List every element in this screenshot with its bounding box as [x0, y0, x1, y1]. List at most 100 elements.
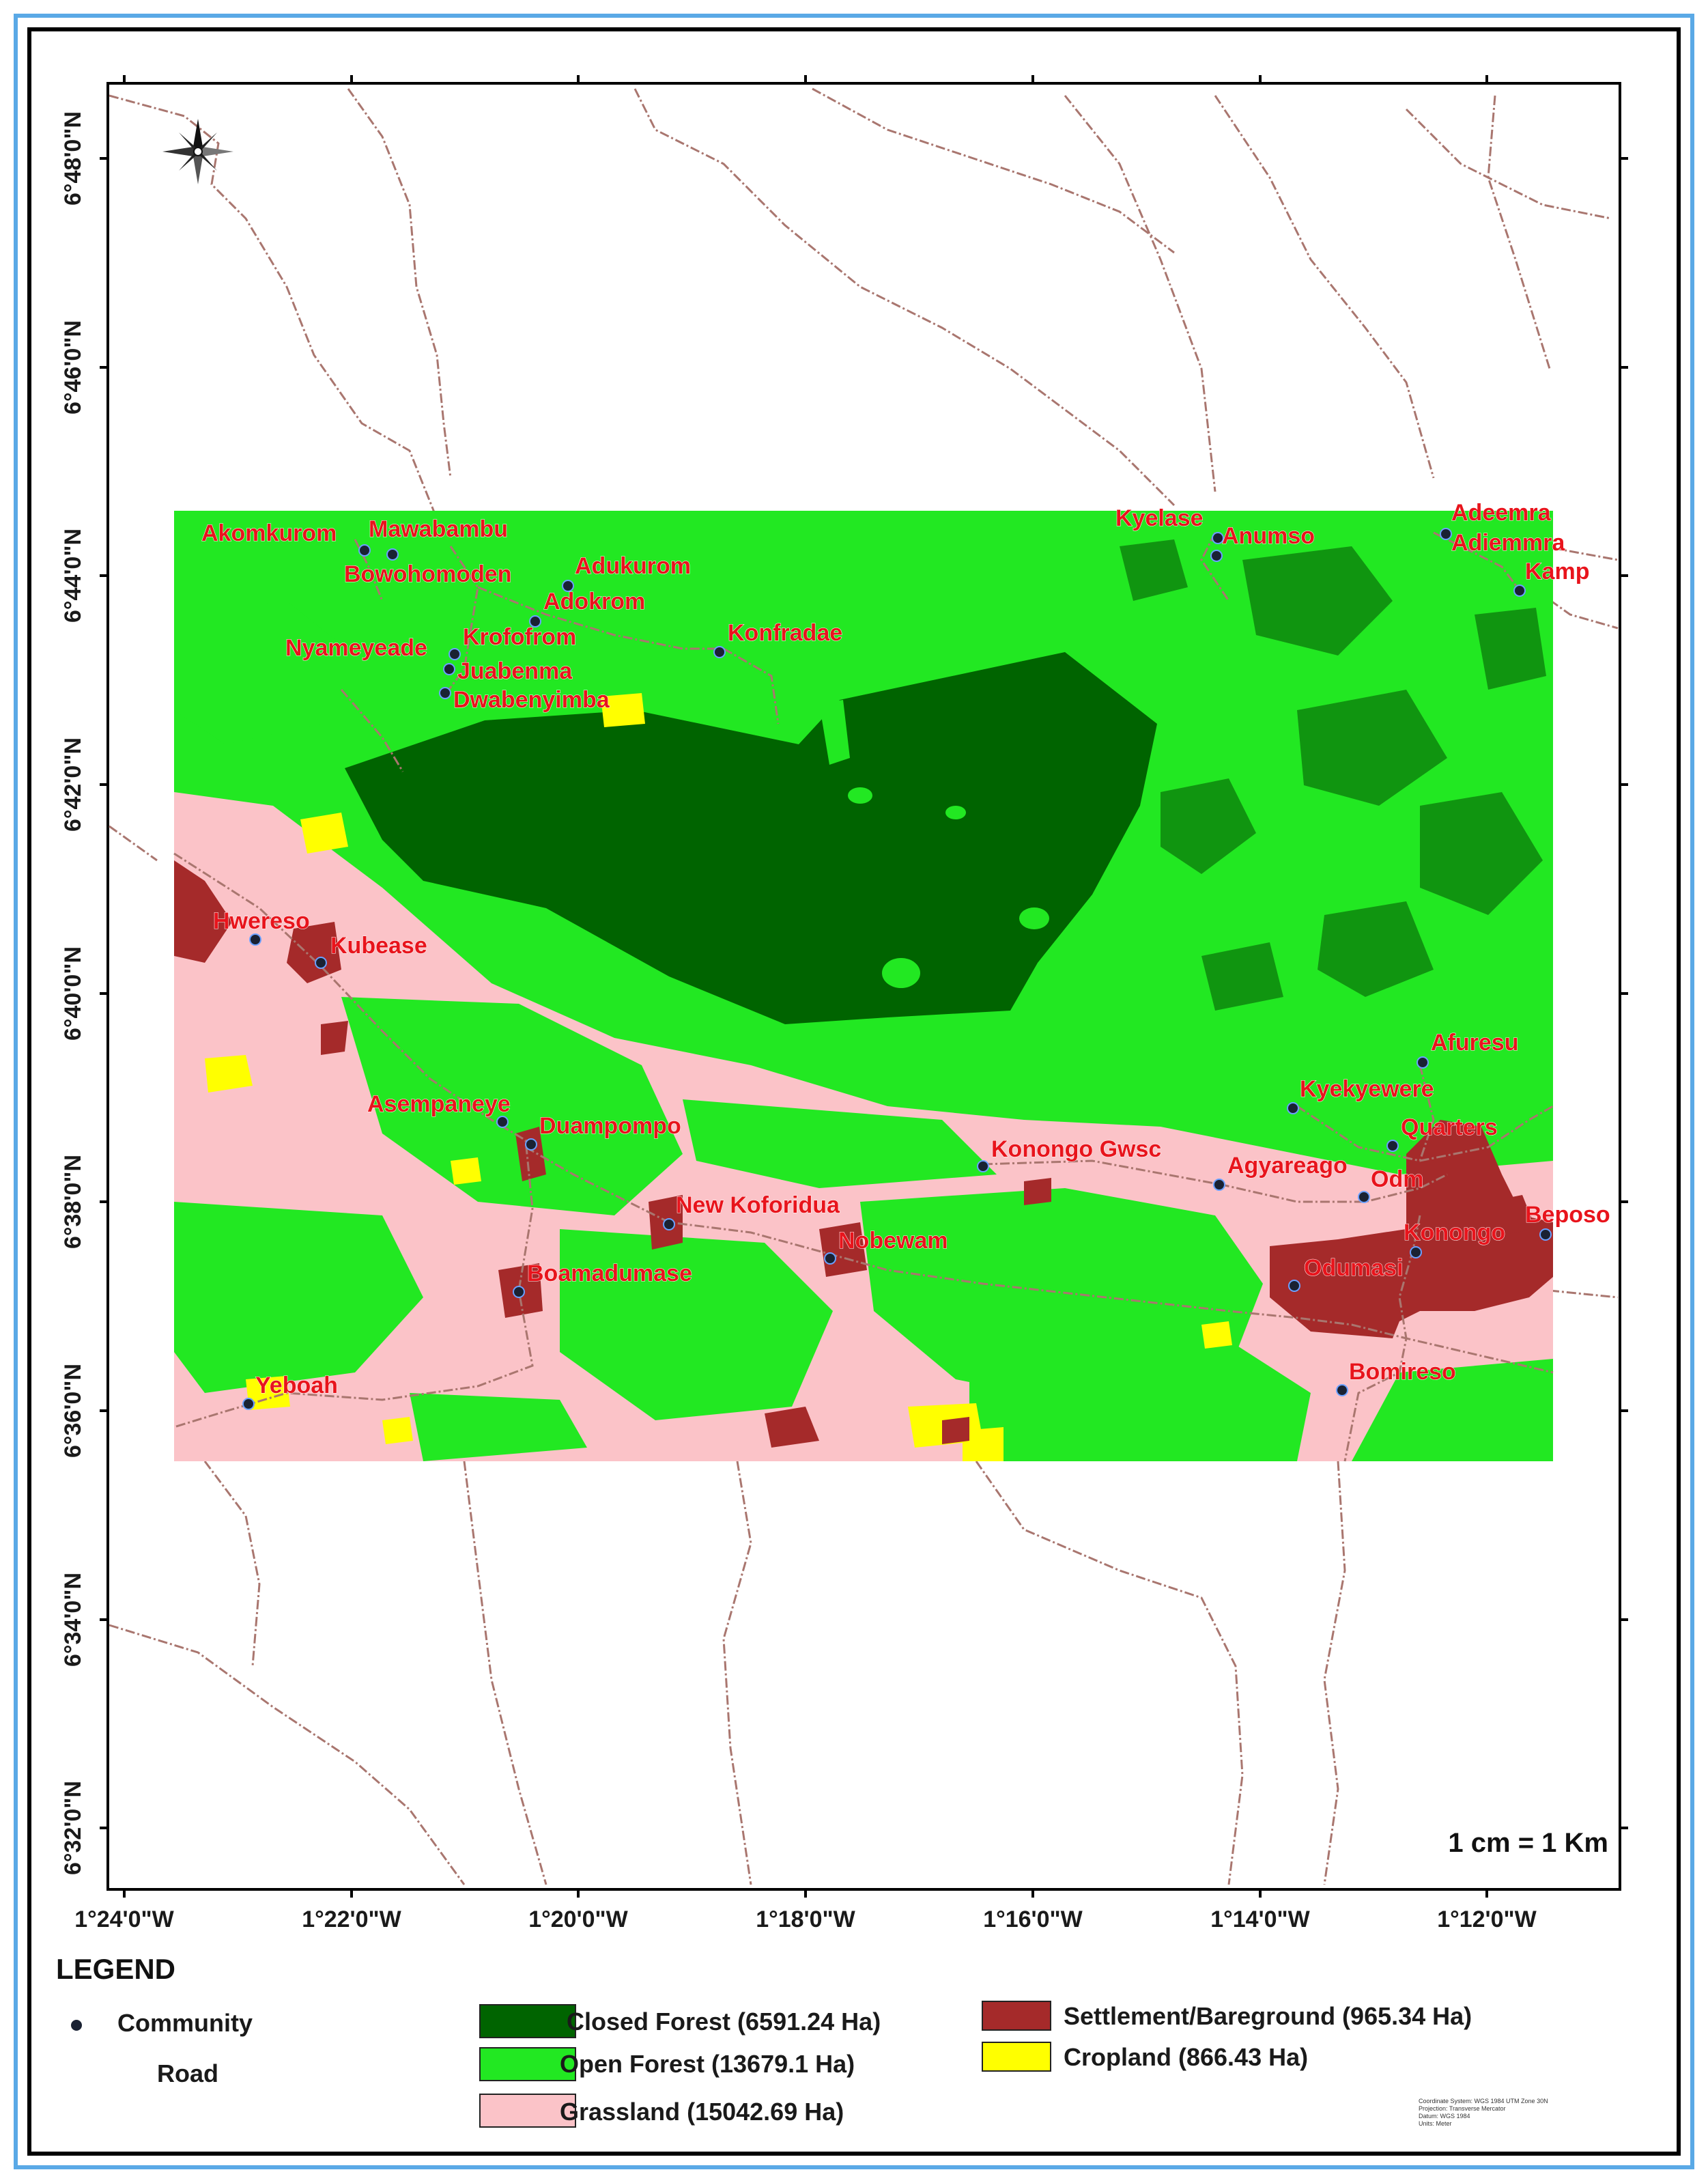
- lat-label: 6°40'0"N: [60, 946, 86, 1041]
- road: [1064, 95, 1216, 492]
- closed-forest-reserve: [345, 652, 1157, 1024]
- community-marker: [249, 933, 261, 946]
- community-marker: [358, 544, 371, 557]
- community-marker: [1410, 1246, 1422, 1258]
- open-forest-zone: [1352, 1359, 1553, 1461]
- lat-label: 6°36'0"N: [60, 1364, 86, 1458]
- credit-line: Datum: WGS 1984: [1419, 2113, 1470, 2119]
- outer-frame: [14, 14, 1694, 2169]
- road: [1549, 1289, 1619, 1299]
- community-labels: Akomkurom Mawabambu Bowohomoden Adukurom…: [201, 500, 1611, 1399]
- lat-label: 6°44'0"N: [60, 529, 86, 623]
- community-dots: [242, 528, 1552, 1410]
- closed-forest-swatch: [479, 2004, 576, 2038]
- open-forest-zone: [560, 1229, 833, 1420]
- clearing: [882, 958, 920, 988]
- community-marker: [1213, 1179, 1225, 1191]
- label-kyelase: Kyelase: [1115, 505, 1204, 531]
- road: [1405, 108, 1612, 220]
- settlement-area: [942, 1417, 969, 1444]
- clearing: [1019, 907, 1049, 929]
- community-marker: [386, 548, 399, 561]
- label-juabenma: Juabenma: [457, 658, 573, 684]
- legend-cropland: Cropland (866.43 Ha): [1064, 2043, 1309, 2071]
- cropland-patch: [601, 693, 645, 727]
- legend-grassland: Grassland (15042.69 Ha): [560, 2098, 844, 2126]
- community-marker: [315, 957, 327, 969]
- road: [1419, 1065, 1435, 1161]
- label-bowohomoden: Bowohomoden: [344, 561, 512, 587]
- lat-label: 6°42'0"N: [60, 737, 86, 832]
- map-frame: [27, 27, 1681, 2156]
- closed-forest-fragment: [1120, 539, 1188, 601]
- settlement-area: [321, 1021, 348, 1055]
- road: [1323, 1461, 1346, 1885]
- closed-forest-fragments: [1120, 539, 1546, 1011]
- community-marker: [443, 663, 455, 675]
- legend-open-forest: Open Forest (13679.1 Ha): [560, 2050, 855, 2078]
- cropland-patch: [205, 1055, 253, 1093]
- label-anumso: Anumso: [1222, 523, 1315, 549]
- label-adokrom: Adokrom: [543, 589, 645, 615]
- longitude-labels: 1°24'0"W 1°22'0"W 1°20'0"W 1°18'0"W 1°16…: [74, 1906, 1537, 1932]
- label-nyameyeade: Nyameyeade: [285, 635, 427, 661]
- closed-forest-fragment: [1297, 690, 1447, 806]
- community-marker: [1210, 550, 1223, 562]
- lon-label: 1°20'0"W: [528, 1906, 628, 1932]
- label-bomireso: Bomireso: [1349, 1359, 1456, 1385]
- closed-forest-fragment: [1420, 792, 1543, 915]
- label-quarters: Quarters: [1401, 1114, 1498, 1140]
- lat-label: 6°34'0"N: [60, 1573, 86, 1667]
- label-boamadumase: Boamadumase: [527, 1260, 692, 1286]
- lat-label: 6°38'0"N: [60, 1155, 86, 1249]
- community-marker: [1440, 528, 1452, 540]
- road: [109, 1624, 466, 1885]
- open-forest-patches: [174, 511, 1553, 1461]
- label-odm: Odm: [1371, 1166, 1423, 1192]
- legend-settlement: Settlement/Bareground (965.34 Ha): [1064, 2002, 1472, 2030]
- label-agyareago: Agyareago: [1227, 1153, 1348, 1179]
- community-marker: [1539, 1228, 1552, 1241]
- cropland-patches: [205, 693, 1232, 1461]
- community-marker: [824, 1252, 836, 1265]
- lat-label: 6°48'0"N: [60, 111, 86, 206]
- road: [477, 586, 724, 650]
- community-marker: [1288, 1280, 1300, 1292]
- road: [525, 1146, 1554, 1374]
- lon-label: 1°22'0"W: [302, 1906, 401, 1932]
- community-marker: [1336, 1384, 1348, 1396]
- grassland-swatch: [479, 2094, 576, 2128]
- road: [463, 1461, 547, 1885]
- road: [1296, 1105, 1554, 1162]
- road: [1214, 95, 1435, 479]
- settlement-area: [1024, 1178, 1051, 1205]
- credit-line: Units: Meter: [1419, 2120, 1452, 2127]
- label-kamp: Kamp: [1525, 559, 1589, 585]
- settlement-area: [287, 922, 341, 983]
- open-forest-zone: [410, 1393, 587, 1461]
- community-marker: [1386, 1140, 1399, 1152]
- road-network-inner: [173, 531, 1554, 1462]
- closed-forest-fragment: [1242, 546, 1393, 656]
- closed-forest-fragment: [1201, 942, 1283, 1011]
- community-marker: [1513, 585, 1526, 597]
- community-marker: [242, 1398, 255, 1410]
- settlement-area: [765, 1407, 819, 1448]
- label-konongo: Konongo: [1404, 1220, 1505, 1245]
- label-konongo-gwsc: Konongo Gwsc: [991, 1136, 1161, 1162]
- open-forest-swatch: [479, 2047, 576, 2081]
- cropland-patch: [382, 1417, 413, 1444]
- community-marker: [977, 1160, 989, 1172]
- lon-label: 1°24'0"W: [74, 1906, 174, 1932]
- label-nobewam: Nobewam: [838, 1228, 948, 1254]
- label-adiemmra: Adiemmra: [1451, 530, 1565, 556]
- legend-title: LEGEND: [56, 1953, 176, 1985]
- road: [722, 1461, 752, 1885]
- settlement-area: [1488, 1195, 1536, 1236]
- road: [442, 546, 479, 697]
- label-krofofrom: Krofofrom: [463, 624, 576, 650]
- road: [1433, 531, 1524, 595]
- label-new-koforidua: New Koforidua: [676, 1192, 840, 1218]
- open-forest-zone: [174, 601, 355, 744]
